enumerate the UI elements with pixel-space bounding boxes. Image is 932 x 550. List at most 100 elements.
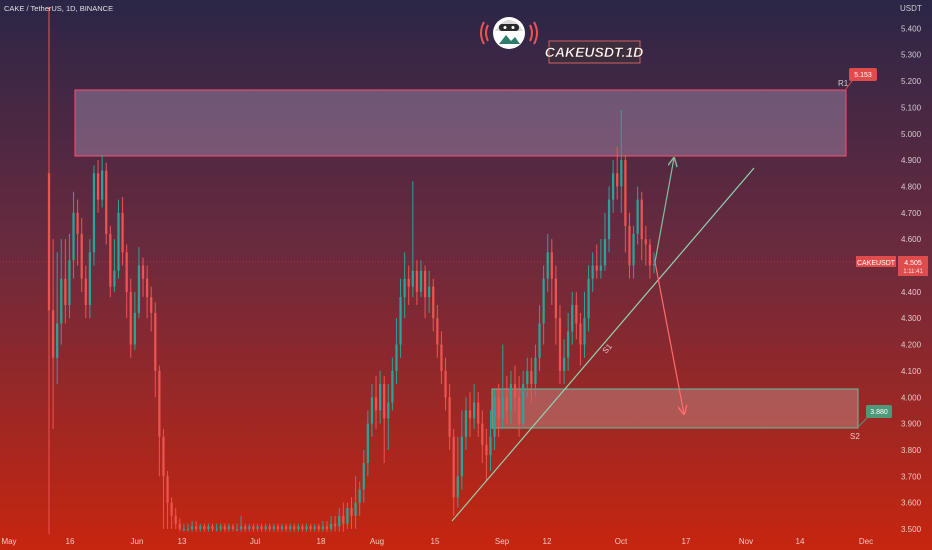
r1-label: R1	[838, 79, 849, 88]
resistance-zone[interactable]	[74, 89, 847, 157]
candle-body	[244, 526, 247, 529]
candle-body	[125, 252, 128, 292]
candle-body	[129, 291, 132, 345]
candle-body	[354, 502, 357, 516]
candle-body	[64, 278, 67, 306]
trendline-s1[interactable]	[451, 167, 755, 522]
time-tick-label: 16	[66, 537, 75, 546]
candle-body	[391, 370, 394, 403]
candle-body	[145, 278, 149, 298]
candle-body	[227, 526, 230, 529]
candle-body	[517, 397, 521, 424]
symbol-header[interactable]: CAKE / TetherUS, 1D, BINANCE	[4, 4, 113, 13]
time-tick-label: 15	[431, 537, 440, 546]
price-tick-label: 3.900	[901, 420, 922, 429]
time-tick-label: Dec	[859, 537, 873, 546]
candle-body	[190, 526, 194, 529]
candle-body	[207, 526, 210, 529]
candle-body	[640, 199, 643, 240]
candle-body	[616, 173, 619, 187]
candle-body	[350, 507, 353, 516]
candle-body	[493, 397, 496, 437]
candle-body	[448, 397, 451, 437]
candle-body	[481, 423, 484, 445]
price-tick-label: 3.800	[901, 446, 922, 455]
bearish-projection-arrow	[654, 261, 684, 414]
candle-body	[321, 526, 325, 529]
candle-body	[628, 225, 631, 266]
price-tick-label: 4.900	[901, 156, 922, 165]
candle-body	[133, 312, 136, 345]
candle-body	[264, 526, 267, 529]
candle-body	[289, 526, 292, 529]
candle-body	[313, 526, 316, 529]
candle-body	[199, 526, 202, 529]
price-tick-label: 3.600	[901, 499, 922, 508]
candle-body	[611, 173, 615, 200]
s2-price: 3.880	[870, 409, 888, 416]
candle-body	[272, 526, 275, 529]
time-tick-label: Sep	[495, 537, 510, 546]
candle-body	[84, 278, 87, 306]
candle-body	[636, 199, 639, 234]
candle-body	[96, 173, 100, 200]
candle-body	[338, 515, 341, 527]
candle-body	[509, 384, 513, 411]
candle-body	[47, 173, 51, 311]
candle-body	[137, 265, 141, 313]
candle-body	[428, 286, 431, 298]
candle-body	[80, 233, 83, 279]
candle-body	[178, 523, 181, 529]
candle-body	[276, 526, 280, 529]
candle-body	[362, 463, 365, 490]
r1-price-tag: 5.153	[845, 68, 877, 90]
price-tick-label: 4.100	[901, 367, 922, 376]
price-tick-label: 3.700	[901, 472, 922, 481]
candle-body	[423, 270, 427, 298]
candle-body	[280, 526, 284, 529]
candle-body	[284, 526, 288, 529]
candle-body	[297, 526, 300, 529]
candle-body	[554, 278, 558, 319]
time-tick-label: 13	[178, 537, 187, 546]
time-tick-label: 18	[317, 537, 326, 546]
logo-badge-text: CAKEUSDT.1D	[545, 44, 644, 60]
candle-body	[309, 526, 312, 529]
s2-price-tag: 3.880	[857, 405, 892, 428]
candle-body	[325, 526, 329, 529]
candle-body	[395, 344, 398, 371]
candle-body	[591, 265, 594, 279]
candle-body	[72, 212, 75, 261]
price-tick-label: 4.700	[901, 209, 922, 218]
candle-body	[644, 239, 647, 245]
time-axis: May 16 Jun 13 Jul 18 Aug 15 Sep 12 Oct 17 Nov 14 Dec	[1, 537, 873, 546]
current-countdown: 1:11:41	[903, 269, 923, 275]
time-tick-label: May	[1, 537, 16, 546]
s2-label: S2	[850, 432, 860, 441]
candle-body	[587, 278, 590, 319]
candles-group	[47, 7, 656, 535]
candle-body	[334, 523, 337, 527]
candle-body	[444, 370, 447, 398]
price-tick-label: 4.400	[901, 288, 922, 297]
price-tick-label: 5.400	[901, 24, 922, 33]
price-tick-label: 4.200	[901, 341, 922, 350]
candle-body	[378, 384, 382, 411]
candle-body	[489, 436, 492, 456]
candle-body	[174, 515, 177, 524]
candle-body	[464, 410, 468, 437]
candle-body	[526, 370, 529, 385]
candle-body	[542, 278, 545, 324]
price-axis-unit: USDT	[900, 4, 922, 13]
price-tick-label: 5.000	[901, 130, 922, 139]
candle-body	[370, 397, 374, 424]
price-tick-label: 4.800	[901, 182, 922, 191]
time-tick-label: Oct	[615, 537, 628, 546]
candle-body	[92, 173, 96, 253]
support-zone[interactable]	[491, 388, 859, 429]
candle-body	[88, 252, 92, 306]
candle-body	[558, 318, 562, 371]
candle-body	[366, 423, 369, 464]
candle-body	[530, 370, 533, 385]
